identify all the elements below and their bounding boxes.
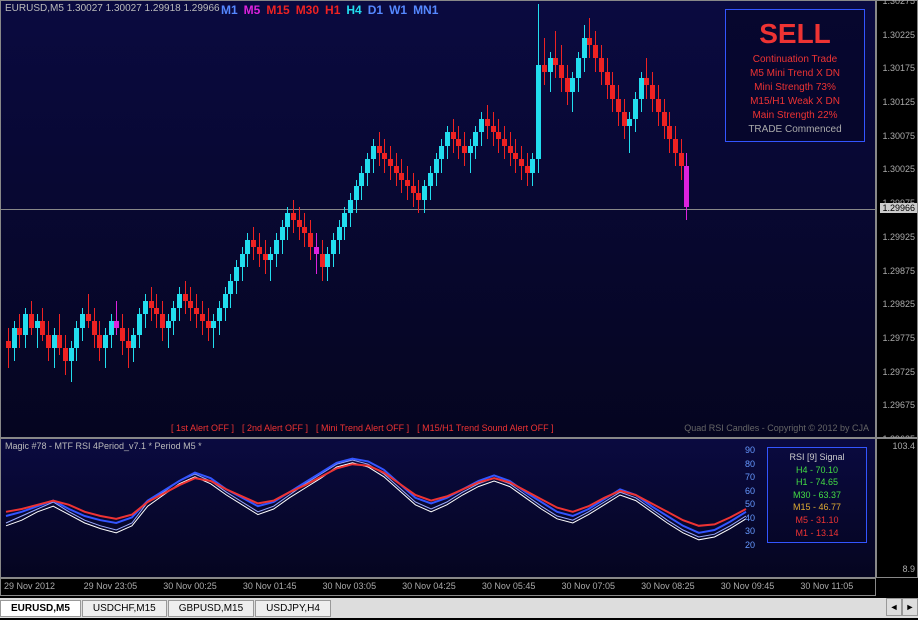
rsi-level: 30 [745,525,755,539]
alert-item: [ 1st Alert OFF ] [171,423,234,433]
time-label: 30 Nov 05:45 [482,581,536,591]
time-label: 30 Nov 08:25 [641,581,695,591]
signal-line: Main Strength 22% [730,109,860,123]
price-tick: 1.30275 [882,0,915,6]
price-tick: 1.30025 [882,164,915,174]
price-tick: 1.30075 [882,131,915,141]
price-tick: 1.30225 [882,30,915,40]
indicator-axis: 103.4 8.9 [876,438,918,578]
time-label: 30 Nov 04:25 [402,581,456,591]
rsi-signal-title: RSI [9] Signal [771,451,863,464]
signal-line: Continuation Trade [730,53,860,67]
alert-item: [ M15/H1 Trend Sound Alert OFF ] [417,423,554,433]
time-label: 29 Nov 23:05 [84,581,138,591]
tab-gbpusd-m15[interactable]: GBPUSD,M15 [168,600,254,617]
indicator-tick: 8.9 [902,564,915,574]
indicator-tick: 103.4 [892,441,915,451]
tab-usdchf-m15[interactable]: USDCHF,M15 [82,600,167,617]
price-current: 1.29966 [880,203,917,213]
price-axis: 1.30275 1.30225 1.30175 1.30125 1.30075 1.300… [876,0,918,438]
time-label: 30 Nov 01:45 [243,581,297,591]
price-tick: 1.30175 [882,63,915,73]
current-price-line [1,209,877,210]
rsi-level: 90 [745,444,755,458]
scroll-left-button[interactable]: ◄ [886,598,902,616]
rsi-row: H4 - 70.10 [771,464,863,477]
price-tick: 1.29825 [882,299,915,309]
alert-item: [ Mini Trend Alert OFF ] [316,423,409,433]
rsi-level: 60 [745,485,755,499]
scroll-right-button[interactable]: ► [902,598,918,616]
signal-line: M15/H1 Weak X DN [730,95,860,109]
price-tick: 1.29725 [882,367,915,377]
tab-usdjpy-h4[interactable]: USDJPY,H4 [255,600,331,617]
time-label: 30 Nov 09:45 [721,581,775,591]
signal-line: M5 Mini Trend X DN [730,67,860,81]
timeframe-m15[interactable]: M15 [266,3,289,17]
rsi-row: H1 - 74.65 [771,476,863,489]
timeframe-mn1[interactable]: MN1 [413,3,438,17]
time-label: 29 Nov 2012 [4,581,55,591]
signal-line: Mini Strength 73% [730,81,860,95]
price-tick: 1.30125 [882,97,915,107]
indicator-panel[interactable]: Magic #78 - MTF RSI 4Period_v7.1 * Perio… [0,438,876,578]
price-tick: 1.29925 [882,232,915,242]
rsi-row: M30 - 63.37 [771,489,863,502]
time-axis: 29 Nov 2012 29 Nov 23:05 30 Nov 00:25 30 No… [0,578,876,596]
tab-eurusd-m5[interactable]: EURUSD,M5 [0,600,81,617]
timeframe-d1[interactable]: D1 [368,3,383,17]
timeframe-m30[interactable]: M30 [296,3,319,17]
price-tick: 1.29875 [882,266,915,276]
timeframe-h4[interactable]: H4 [346,3,361,17]
rsi-level: 70 [745,471,755,485]
time-label: 30 Nov 11:05 [800,581,853,591]
time-label: 30 Nov 00:25 [163,581,217,591]
time-label: 30 Nov 07:05 [561,581,615,591]
rsi-row: M15 - 46.77 [771,501,863,514]
price-tick: 1.29675 [882,400,915,410]
signal-box: SELL Continuation TradeM5 Mini Trend X D… [725,9,865,142]
timeframe-m5[interactable]: M5 [244,3,261,17]
timeframe-bar: M1 M5 M15 M30 H1 H4 D1 W1 MN1 [221,3,444,17]
timeframe-w1[interactable]: W1 [389,3,407,17]
instrument-label: EURUSD,M5 1.30027 1.30027 1.29918 1.2996… [5,3,220,14]
price-tick: 1.29775 [882,333,915,343]
rsi-signal-box: RSI [9] Signal H4 - 70.10H1 - 74.65M30 -… [767,447,867,543]
alert-item: [ 2nd Alert OFF ] [242,423,308,433]
time-label: 30 Nov 03:05 [323,581,377,591]
chart-tabs: EURUSD,M5USDCHF,M15GBPUSD,M15USDJPY,H4 [0,598,918,618]
signal-line: TRADE Commenced [730,123,860,137]
scroll-buttons: ◄ ► [886,598,918,616]
rsi-level: 20 [745,539,755,553]
timeframe-m1[interactable]: M1 [221,3,238,17]
rsi-row: M1 - 13.14 [771,527,863,540]
copyright: Quad RSI Candles - Copyright © 2012 by C… [684,423,869,433]
rsi-level: 50 [745,498,755,512]
rsi-level: 40 [745,512,755,526]
price-chart[interactable]: EURUSD,M5 1.30027 1.30027 1.29918 1.2996… [0,0,876,438]
rsi-levels: 9080706050403020 [745,444,755,552]
timeframe-h1[interactable]: H1 [325,3,340,17]
rsi-row: M5 - 31.10 [771,514,863,527]
signal-main: SELL [730,14,860,53]
rsi-level: 80 [745,458,755,472]
